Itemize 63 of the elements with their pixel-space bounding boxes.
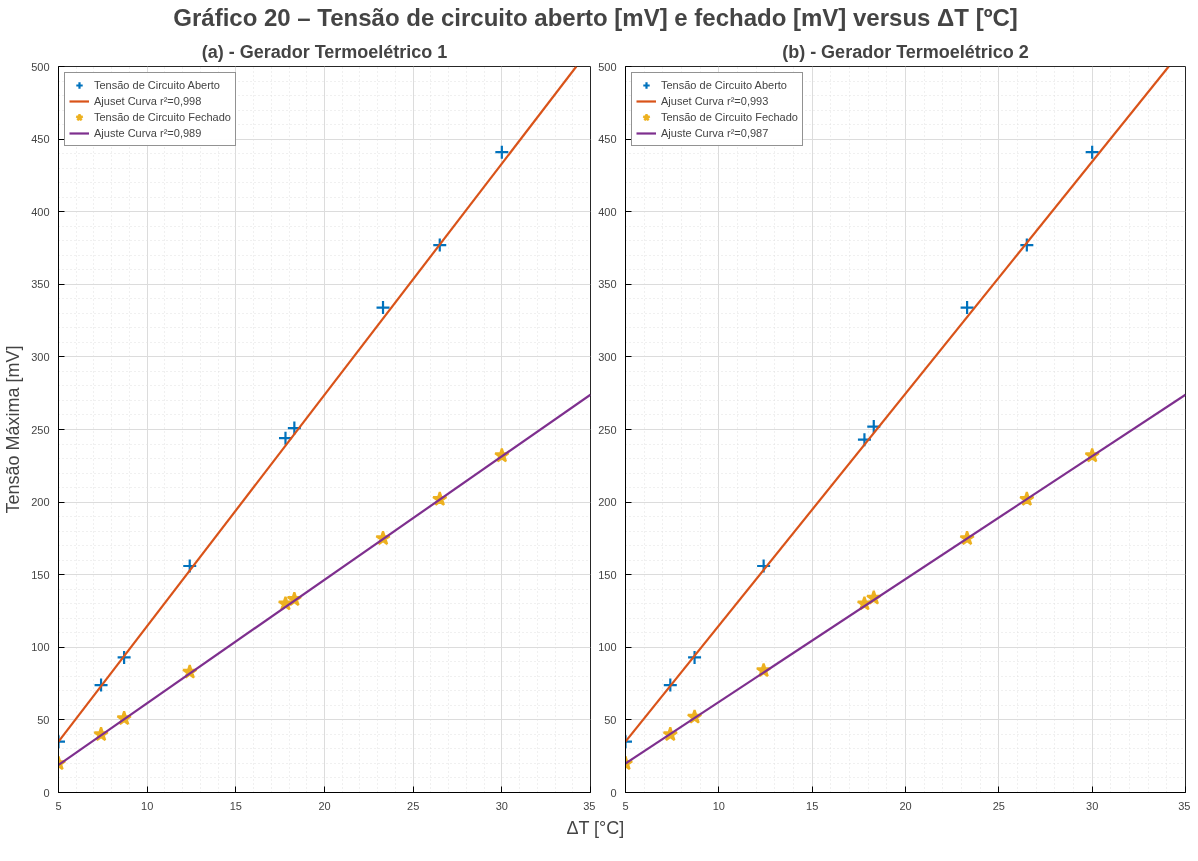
x-tick-label: 5 bbox=[622, 799, 629, 812]
legend-label: Tensão de Circuito Aberto bbox=[94, 78, 220, 93]
x-tick-label: 10 bbox=[141, 799, 154, 812]
y-tick-label: 300 bbox=[598, 350, 617, 363]
point bbox=[756, 558, 772, 574]
y-tick-label: 450 bbox=[598, 133, 617, 146]
y-tick-label: 150 bbox=[598, 568, 617, 581]
x-tick-label: 10 bbox=[712, 799, 725, 812]
y-tick-label: 450 bbox=[31, 133, 50, 146]
y-tick-label: 500 bbox=[31, 60, 50, 73]
x-tick-label: 15 bbox=[229, 799, 242, 812]
legend-label: Ajuset Curva r²=0,998 bbox=[94, 94, 202, 109]
x-tick-label: 30 bbox=[1086, 799, 1099, 812]
point bbox=[686, 649, 703, 666]
y-tick-label: 350 bbox=[31, 278, 50, 291]
y-tick-label: 0 bbox=[43, 786, 50, 799]
x-tick-label: 5 bbox=[55, 799, 62, 812]
point bbox=[432, 237, 448, 253]
x-axis-title: ΔT [°C] bbox=[566, 817, 625, 838]
x-tick-label: 20 bbox=[899, 799, 912, 812]
legend-label: Tensão de Circuito Fechado bbox=[94, 110, 231, 125]
y-tick-label: 400 bbox=[31, 205, 50, 218]
x-tick-label: 20 bbox=[318, 799, 331, 812]
y-tick-label: 500 bbox=[598, 60, 617, 73]
x-tick-label: 25 bbox=[992, 799, 1005, 812]
y-axis-title: Tensão Máxima [mV] bbox=[3, 345, 24, 514]
y-tick-label: 250 bbox=[31, 423, 50, 436]
y-tick-label: 400 bbox=[598, 205, 617, 218]
y-tick-label: 150 bbox=[31, 568, 50, 581]
legend-label: Ajuste Curva r²=0,987 bbox=[661, 126, 769, 141]
point bbox=[93, 677, 109, 693]
point bbox=[494, 144, 510, 160]
y-tick-label: 100 bbox=[31, 641, 50, 654]
point bbox=[959, 299, 975, 316]
y-tick-label: 200 bbox=[31, 496, 50, 509]
legend-label: Tensão de Circuito Aberto bbox=[661, 78, 787, 93]
y-tick-label: 50 bbox=[37, 713, 50, 726]
x-tick-label: 15 bbox=[806, 799, 819, 812]
x-tick-label: 30 bbox=[495, 799, 508, 812]
y-tick-label: 300 bbox=[31, 350, 50, 363]
chart-subtitle: (b) - Gerador Termoelétrico 2 bbox=[782, 41, 1029, 62]
legend-label: Tensão de Circuito Fechado bbox=[661, 110, 798, 125]
y-tick-label: 200 bbox=[598, 496, 617, 509]
legend-label: Ajuset Curva r²=0,993 bbox=[661, 94, 769, 109]
chart-title: Gráfico 20 – Tensão de circuito aberto [mV] e fechado [mV] versus ΔT [ºC] bbox=[173, 4, 1018, 31]
chart-subtitle: (a) - Gerador Termoelétrico 1 bbox=[201, 41, 448, 62]
point bbox=[1084, 144, 1100, 160]
y-tick-label: 50 bbox=[604, 713, 617, 726]
y-tick-label: 350 bbox=[598, 278, 617, 291]
point bbox=[116, 649, 132, 666]
x-tick-label: 35 bbox=[1178, 799, 1191, 812]
point bbox=[182, 558, 198, 574]
y-tick-label: 100 bbox=[598, 641, 617, 654]
x-tick-label: 35 bbox=[583, 799, 596, 812]
point bbox=[286, 420, 302, 436]
point bbox=[662, 677, 678, 693]
point bbox=[375, 299, 391, 316]
y-tick-label: 250 bbox=[598, 423, 617, 436]
x-tick-label: 25 bbox=[407, 799, 420, 812]
y-tick-label: 0 bbox=[610, 786, 617, 799]
point bbox=[1019, 237, 1035, 253]
point bbox=[856, 432, 873, 448]
legend-label: Ajuste Curva r²=0,989 bbox=[94, 126, 202, 141]
